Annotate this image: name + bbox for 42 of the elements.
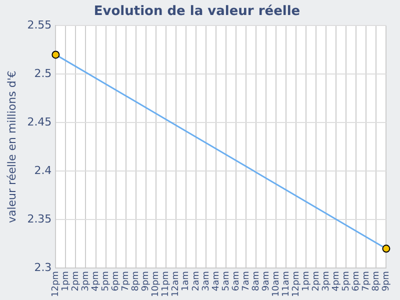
x-tick-label: 2pm <box>71 271 82 292</box>
x-tick-label: 7pm <box>362 271 372 292</box>
x-tick-label: 9pm <box>141 271 152 292</box>
x-tick-label: 10am <box>271 271 282 297</box>
x-tick-label: 2am <box>191 271 202 292</box>
x-tick-label: 6pm <box>352 271 362 292</box>
y-axis-title: valeur réelle en millions d'€ <box>5 70 18 224</box>
x-tick-label: 8pm <box>131 271 142 292</box>
x-tick-label: 10pm <box>151 271 162 298</box>
x-tick-label: 6am <box>231 271 242 292</box>
x-tick-label: 1pm <box>301 271 312 292</box>
x-tick-label: 2pm <box>311 271 322 292</box>
x-tick-label: 8pm <box>372 271 382 292</box>
x-tick-label: 6pm <box>111 271 122 292</box>
x-tick-label: 11am <box>281 271 292 297</box>
y-tick-label: 2.35 <box>27 212 52 226</box>
x-tick-label: 3am <box>201 271 212 292</box>
x-tick-label: 4pm <box>91 271 102 292</box>
x-tick-label: 12am <box>171 271 182 297</box>
y-tick-label: 2.3 <box>34 260 52 274</box>
x-tick-label: 1pm <box>61 271 72 292</box>
x-tick-label: 11pm <box>161 271 172 298</box>
x-tick-label: 4pm <box>331 271 342 292</box>
x-tick-label: 7pm <box>121 271 132 292</box>
x-tick-label: 9pm <box>382 271 392 292</box>
x-tick-label: 8am <box>251 271 262 292</box>
x-tick-label: 4am <box>211 271 222 292</box>
x-tick-label: 5pm <box>341 271 352 292</box>
chart-title: Evolution de la valeur réelle <box>94 4 300 20</box>
x-tick-label: 5pm <box>101 271 112 292</box>
x-tick-label: 3pm <box>321 271 332 292</box>
y-tick-label: 2.4 <box>34 164 52 177</box>
y-tick-label: 2.45 <box>27 115 52 128</box>
x-tick-label: 5am <box>221 271 232 292</box>
x-tick-label: 12pm <box>51 271 62 298</box>
x-tick-label: 7am <box>241 271 252 292</box>
x-tick-label: 1am <box>181 271 192 292</box>
x-tick-label: 9am <box>261 271 272 292</box>
x-tick-label: 12pm <box>291 271 302 298</box>
y-tick-label: 2.5 <box>34 66 52 80</box>
y-tick-label: 2.55 <box>27 18 52 32</box>
x-tick-label: 3pm <box>81 271 92 292</box>
